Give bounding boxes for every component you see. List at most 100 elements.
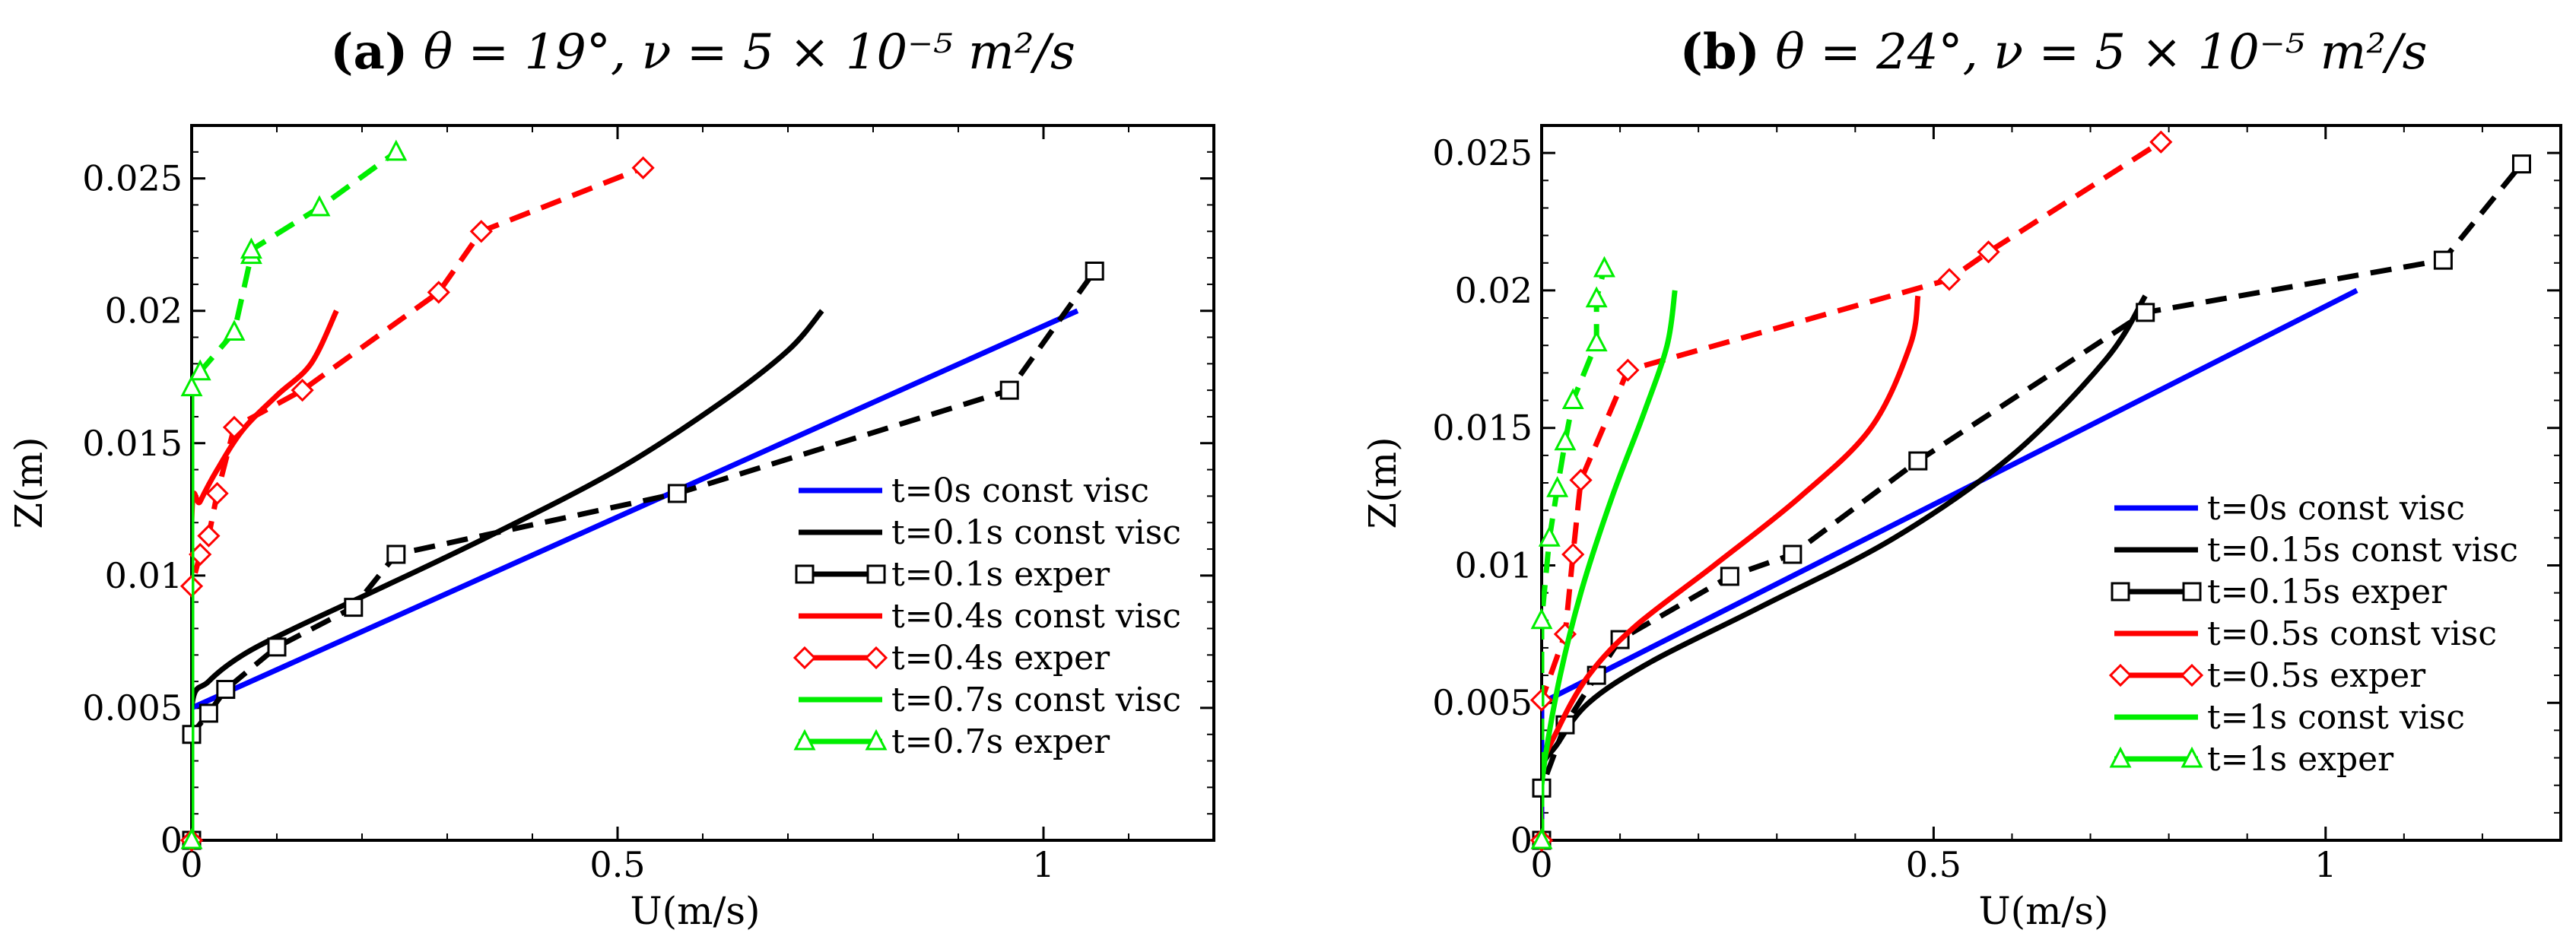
- y-tick-label: 0.01: [1455, 544, 1533, 586]
- data-point: [1593, 256, 1615, 278]
- panel-a: (a) θ = 19°, ν = 5 × 10⁻⁵ m²/s0 0.5 100.00…: [7, 24, 1215, 933]
- y-tick-label: 0.015: [1432, 408, 1533, 449]
- series-line: [192, 310, 339, 840]
- series-line: [192, 308, 1079, 840]
- data-point: [631, 156, 655, 179]
- data-point: [308, 195, 331, 217]
- legend-marker: [2108, 663, 2133, 687]
- series-t-0-7s-exper: [180, 139, 408, 849]
- x-axis-label: U(m/s): [630, 889, 760, 933]
- legend-label: t=0.7s exper: [891, 722, 1110, 761]
- legend-label: t=0s const visc: [2207, 489, 2465, 528]
- data-point: [1561, 388, 1584, 410]
- legend-label: t=1s exper: [2207, 740, 2394, 779]
- data-point: [291, 379, 314, 402]
- y-tick-label: 0.01: [105, 555, 183, 596]
- data-point: [999, 380, 1019, 400]
- legend-label: t=0s const visc: [891, 471, 1149, 510]
- series-line: [1542, 294, 2148, 840]
- data-point: [240, 237, 262, 259]
- legend-label: t=0.5s const visc: [2207, 614, 2497, 653]
- legend-marker: [865, 729, 888, 751]
- data-point: [223, 319, 246, 341]
- series-line: [1542, 290, 1678, 840]
- y-tick-label: 0.005: [82, 687, 183, 729]
- series-line: [192, 309, 824, 840]
- y-tick-label: 0: [160, 820, 183, 861]
- data-point: [1937, 268, 1961, 291]
- chart-title-text: θ = 19°, ν = 5 × 10⁻⁵ m²/s: [408, 24, 1075, 81]
- chart-title-letter: (a): [330, 24, 408, 81]
- x-tick-label: 0.5: [1906, 844, 1961, 885]
- data-point: [1908, 451, 1928, 471]
- legend-marker: [2180, 663, 2204, 687]
- data-point: [1085, 261, 1104, 281]
- series-t-0-15s-const-visc: [1542, 294, 2148, 840]
- legend-marker: [795, 564, 815, 584]
- x-tick-label: 0.5: [589, 844, 645, 885]
- legend-marker: [864, 646, 888, 670]
- series-line: [1542, 139, 2163, 840]
- series-t-0-5s-exper: [1529, 130, 2173, 852]
- data-point: [197, 524, 221, 548]
- data-point: [1569, 468, 1593, 492]
- y-tick-label: 0.02: [1455, 270, 1533, 311]
- data-point: [1585, 286, 1608, 308]
- data-point: [469, 220, 493, 243]
- legend-label: t=0.15s exper: [2207, 573, 2447, 611]
- legend-marker: [2182, 582, 2202, 602]
- series-t-0-1s-exper: [182, 261, 1104, 850]
- y-tick-label: 0: [1510, 820, 1533, 861]
- y-tick-label: 0.02: [105, 290, 183, 332]
- chart-title: (a) θ = 19°, ν = 5 × 10⁻⁵ m²/s: [330, 24, 1075, 81]
- data-point: [1561, 542, 1585, 567]
- series-t-0-1s-const-visc: [192, 309, 824, 840]
- x-axis-label: U(m/s): [1978, 889, 2108, 933]
- y-tick-label: 0.005: [1432, 682, 1533, 723]
- data-point: [1546, 475, 1569, 497]
- data-point: [180, 375, 203, 397]
- data-point: [189, 359, 211, 381]
- data-point: [667, 484, 687, 503]
- data-point: [199, 703, 218, 723]
- data-point: [1783, 544, 1803, 564]
- y-tick-label: 0.025: [82, 158, 183, 199]
- series-t-0-5s-const-visc: [1542, 295, 1921, 840]
- legend-label: t=1s const visc: [2207, 698, 2465, 737]
- data-point: [2511, 154, 2531, 174]
- data-point: [205, 481, 229, 506]
- legend-marker: [793, 729, 816, 751]
- legend-marker: [2109, 746, 2132, 768]
- series-t-1s-const-visc: [1542, 290, 1678, 840]
- data-point: [222, 415, 246, 440]
- y-tick-label: 0.025: [1432, 132, 1533, 173]
- data-point: [1585, 330, 1608, 352]
- chart-title-letter: (b): [1680, 24, 1760, 81]
- legend-marker: [2111, 582, 2130, 602]
- series-t-1s-exper: [1530, 256, 1615, 849]
- x-tick-label: 1: [1032, 844, 1054, 885]
- series-line: [1542, 287, 2358, 840]
- series-line: [1542, 268, 1607, 840]
- panel-b: (b) θ = 24°, ν = 5 × 10⁻⁵ m²/s0 0.5 100.00…: [1361, 24, 2562, 933]
- y-axis-label: Z(m): [7, 436, 51, 529]
- data-point: [180, 827, 203, 849]
- legend-label: t=0.1s const visc: [891, 513, 1181, 552]
- data-point: [1977, 240, 2000, 264]
- series-line: [192, 269, 1097, 840]
- legend-marker: [792, 646, 817, 670]
- legend-label: t=0.4s exper: [891, 639, 1110, 678]
- data-point: [1538, 525, 1561, 547]
- legend-label: t=0.7s const visc: [891, 681, 1181, 719]
- data-point: [1530, 608, 1553, 630]
- data-point: [216, 680, 236, 700]
- legend-label: t=0.15s const visc: [2207, 531, 2518, 570]
- data-point: [1554, 429, 1577, 451]
- data-point: [385, 139, 408, 161]
- legend-label: t=0.1s exper: [891, 555, 1110, 594]
- series-t-0s-const-visc: [1542, 287, 2358, 840]
- chart-title: (b) θ = 24°, ν = 5 × 10⁻⁵ m²/s: [1680, 24, 2428, 81]
- data-point: [2433, 250, 2453, 270]
